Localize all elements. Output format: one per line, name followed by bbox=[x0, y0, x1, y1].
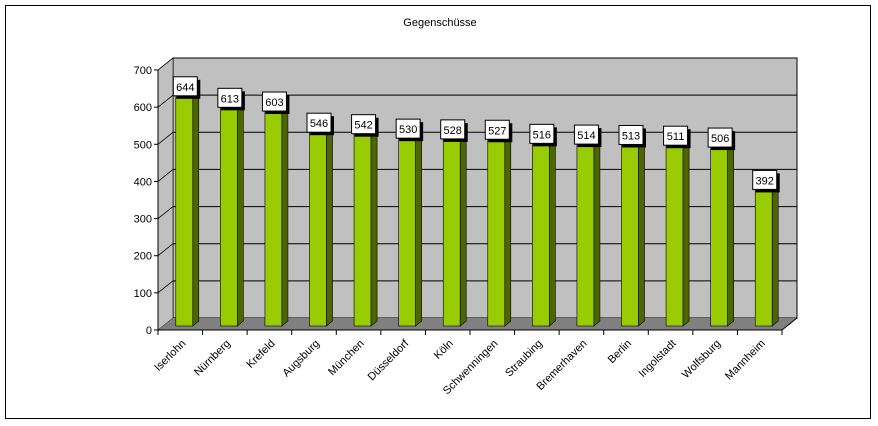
data-label: 513 bbox=[622, 130, 640, 142]
bar-front bbox=[576, 139, 595, 327]
bar-side bbox=[370, 124, 378, 327]
bar-side bbox=[326, 122, 333, 327]
x-tick-label: Köln bbox=[432, 338, 456, 362]
data-label-box bbox=[707, 127, 733, 148]
bar-side bbox=[727, 137, 734, 327]
gridline-diagonal bbox=[157, 243, 174, 257]
data-label: 528 bbox=[444, 125, 462, 137]
gridline-diagonal bbox=[157, 131, 174, 145]
bar-front bbox=[175, 91, 194, 327]
x-tick-label: Ingolstadt bbox=[636, 338, 678, 380]
data-label: 613 bbox=[221, 93, 239, 105]
bar-front bbox=[710, 142, 728, 327]
data-label: 527 bbox=[488, 125, 506, 137]
bar-front bbox=[398, 133, 416, 327]
data-label: 603 bbox=[265, 97, 283, 109]
bar-side bbox=[549, 133, 556, 327]
x-tick-label: Nürnberg bbox=[192, 338, 233, 379]
data-label: 506 bbox=[711, 133, 729, 145]
bar-side bbox=[638, 134, 645, 327]
data-label-box bbox=[573, 124, 599, 145]
x-tick-label: Düsseldorf bbox=[366, 337, 412, 383]
gridline-diagonal bbox=[157, 94, 174, 108]
data-label-box bbox=[663, 125, 689, 146]
x-tick-label: Berlin bbox=[606, 338, 634, 366]
floor-edge bbox=[781, 317, 798, 331]
data-label: 514 bbox=[577, 130, 595, 142]
bar-side bbox=[682, 135, 690, 327]
y-tick-label: 400 bbox=[134, 176, 152, 188]
data-label-box bbox=[529, 123, 555, 144]
chart-title: Gegenschüsse bbox=[403, 17, 476, 29]
data-label-box bbox=[752, 169, 778, 190]
gridline-diagonal bbox=[157, 169, 174, 182]
bar-front bbox=[487, 134, 506, 327]
data-label-box bbox=[172, 76, 198, 97]
data-label-box bbox=[306, 112, 332, 133]
y-tick-label: 0 bbox=[146, 325, 152, 337]
bar-side bbox=[771, 179, 779, 327]
bar-side bbox=[593, 134, 601, 327]
bar-front bbox=[220, 103, 238, 327]
bar-side bbox=[459, 129, 467, 327]
bar-front bbox=[665, 140, 684, 327]
data-label: 516 bbox=[533, 129, 551, 141]
x-tick-label: Wolfsburg bbox=[680, 338, 723, 381]
y-tick-label: 700 bbox=[134, 65, 152, 77]
data-label-box bbox=[484, 119, 510, 140]
bar-front bbox=[264, 106, 283, 327]
bar-front bbox=[353, 129, 372, 327]
bar-side bbox=[415, 128, 422, 327]
data-label: 644 bbox=[176, 82, 194, 94]
side-wall bbox=[157, 57, 174, 331]
bar-front bbox=[621, 140, 639, 327]
data-label: 392 bbox=[756, 175, 774, 187]
data-label-box bbox=[261, 91, 287, 112]
data-label-box bbox=[351, 114, 377, 135]
bar-front bbox=[754, 185, 773, 327]
data-label: 546 bbox=[310, 118, 328, 130]
bar-front bbox=[442, 134, 461, 327]
bar-side bbox=[237, 97, 244, 327]
x-tick-label: Krefeld bbox=[244, 338, 277, 371]
y-tick-label: 500 bbox=[134, 139, 152, 151]
x-tick-label: München bbox=[326, 338, 366, 378]
chart-frame bbox=[5, 5, 871, 419]
data-label: 511 bbox=[667, 131, 685, 143]
bar-side bbox=[192, 86, 200, 327]
y-tick-label: 300 bbox=[134, 214, 152, 226]
x-tick-label: Straubing bbox=[503, 338, 545, 380]
data-label-box bbox=[217, 87, 243, 108]
data-label: 542 bbox=[354, 120, 372, 132]
bar-front bbox=[309, 127, 327, 327]
gridline-diagonal bbox=[157, 206, 174, 219]
y-tick-label: 200 bbox=[134, 251, 152, 263]
x-tick-label: Mannheim bbox=[723, 338, 768, 383]
data-label-box bbox=[395, 118, 421, 139]
data-label-box bbox=[440, 119, 466, 140]
data-label: 530 bbox=[399, 124, 417, 136]
bar-front bbox=[532, 139, 550, 327]
y-tick-label: 100 bbox=[134, 288, 152, 300]
gridline-diagonal bbox=[157, 280, 174, 294]
x-tick-label: Augsburg bbox=[280, 338, 322, 380]
gridline-diagonal bbox=[157, 57, 174, 71]
data-label-box bbox=[618, 124, 644, 145]
y-tick-label: 600 bbox=[134, 102, 152, 114]
bar-side bbox=[281, 101, 289, 327]
bar-side bbox=[504, 129, 512, 327]
x-tick-label: Iserlohn bbox=[152, 338, 188, 374]
floor bbox=[158, 318, 797, 330]
